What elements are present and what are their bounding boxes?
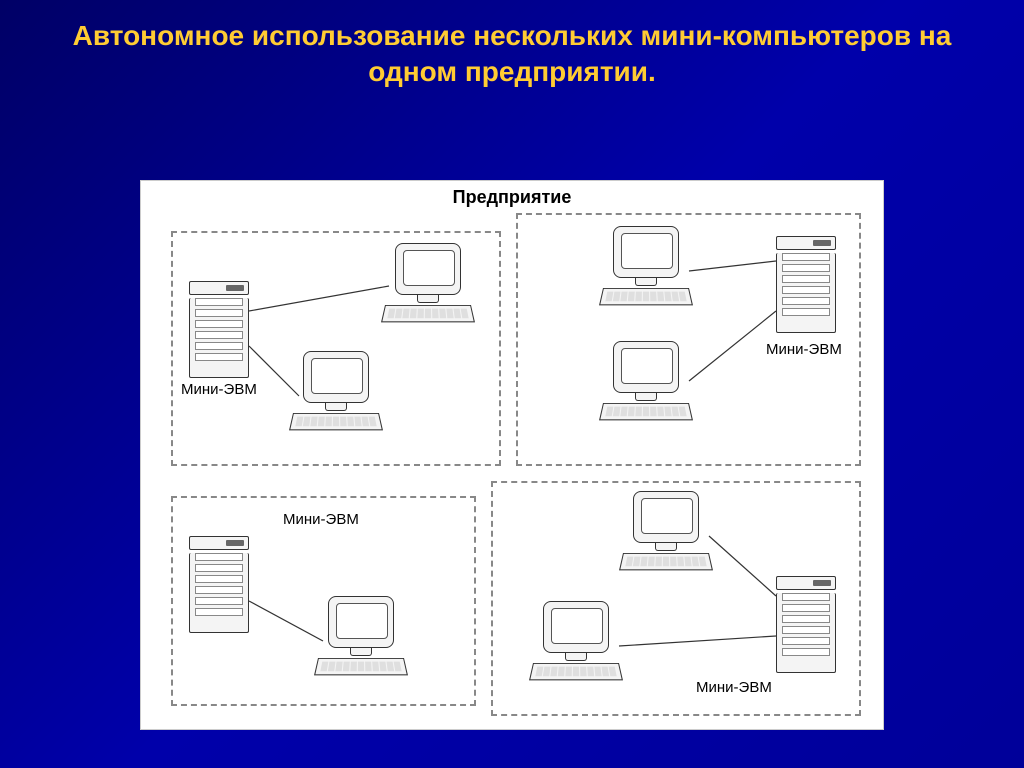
node-label: Мини-ЭВМ xyxy=(283,511,359,528)
terminal-icon xyxy=(291,351,381,433)
terminal-icon xyxy=(601,226,691,308)
mini-evm-icon xyxy=(189,281,249,376)
terminal-icon xyxy=(621,491,711,573)
slide-title: Автономное использование нескольких мини… xyxy=(0,0,1024,101)
terminal-icon xyxy=(316,596,406,678)
node-label: Мини-ЭВМ xyxy=(181,381,257,398)
diagram-canvas: Предприятие Мини-ЭВМ Мини-ЭВМ Мини-ЭВМ Мини… xyxy=(140,180,884,730)
mini-evm-icon xyxy=(189,536,249,631)
node-label: Мини-ЭВМ xyxy=(766,341,842,358)
terminal-icon xyxy=(601,341,691,423)
terminal-icon xyxy=(531,601,621,683)
diagram-title: Предприятие xyxy=(453,187,572,208)
mini-evm-icon xyxy=(776,576,836,671)
terminal-icon xyxy=(383,243,473,325)
node-label: Мини-ЭВМ xyxy=(696,679,772,696)
mini-evm-icon xyxy=(776,236,836,331)
